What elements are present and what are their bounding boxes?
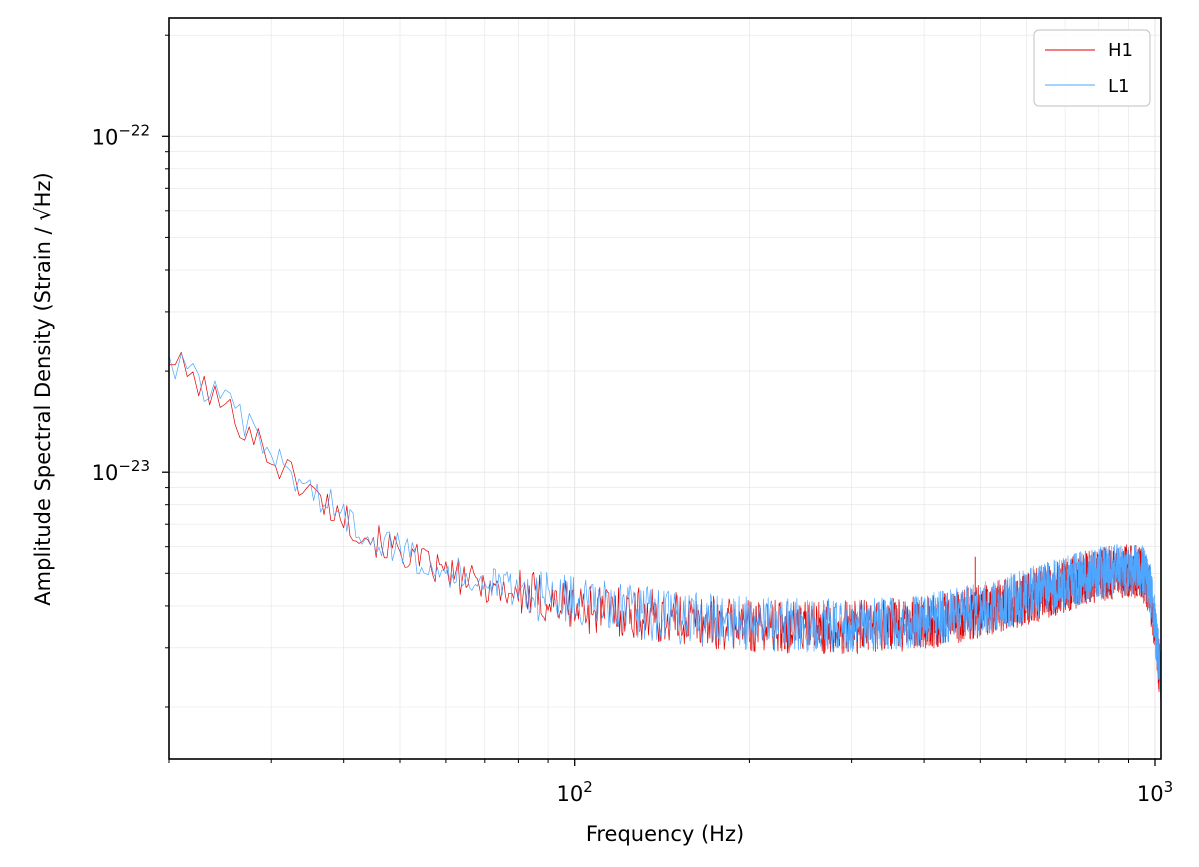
series-group — [169, 351, 1161, 707]
legend: H1 L1 — [1033, 29, 1151, 107]
plot-frame — [168, 17, 1162, 760]
series-line-l1 — [169, 352, 1161, 700]
ticks: 102 103 10−23 10−22 — [92, 34, 1173, 806]
legend-label-l1: L1 — [1108, 76, 1129, 97]
legend-label-h1: H1 — [1108, 40, 1133, 61]
x-axis-title: Frequency (Hz) — [586, 822, 744, 846]
x-tick-label: 103 — [1137, 778, 1173, 806]
legend-box — [1033, 29, 1151, 107]
y-tick-label: 10−23 — [92, 457, 150, 485]
x-tick-label: 102 — [557, 778, 593, 806]
y-axis-title: Amplitude Spectral Density (Strain / √Hz… — [31, 172, 55, 605]
y-tick-label: 10−22 — [92, 121, 150, 149]
